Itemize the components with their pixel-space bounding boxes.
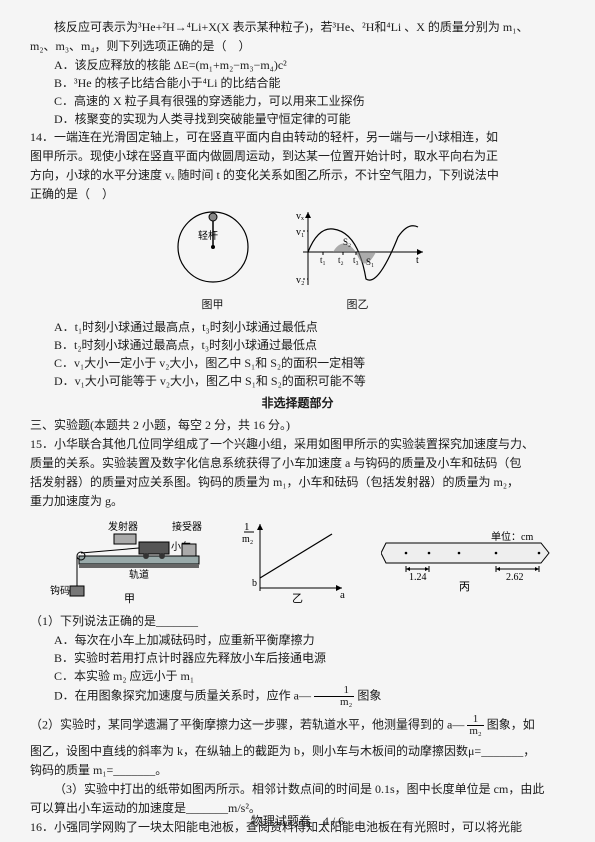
svg-text:丙: 丙 (459, 581, 470, 593)
svg-text:m₂: m₂ (242, 534, 253, 545)
q14-stem1: 14．一端连在光滑固定轴上，可在竖直平面内自由转动的轻杆，另一端与一小球相连，如 (30, 128, 565, 146)
svg-text:单位：cm: 单位：cm (491, 530, 533, 543)
q15-optB: B．实验时若用打点计时器应先释放小车后接通电源 (30, 649, 565, 667)
q15-sub2: （2）实验时，某同学遗漏了平衡摩擦力这一步骤，若轨道水平，他测量得到的 a— 1… (30, 714, 565, 737)
q15-stem1: 15．小华联合其他几位同学组成了一个兴趣小组，采用如图甲所示的实验装置探究加速度… (30, 435, 565, 453)
svg-text:乙: 乙 (292, 592, 303, 605)
q15-sub2c: 钩码的质量 m₁=_______。 (30, 761, 565, 779)
figure-jia: 轻杆 (168, 207, 258, 292)
q14-figures: 轻杆 图甲 vₓ t v₁ v₂ S₂ S₁ (30, 207, 565, 314)
svg-text:a: a (340, 589, 345, 601)
q14-stem2: 图甲所示。现使小球在竖直平面内做圆周运动，到达某一位置开始计时，取水平向右为正 (30, 147, 565, 165)
svg-text:甲: 甲 (124, 593, 135, 605)
part2-heading: 三、实验题(本题共 2 小题，每空 2 分，共 16 分。) (30, 416, 565, 434)
q14-stem3: 方向，小球的水平分速度 vₓ 随时间 t 的变化关系如图乙所示，不计空气阻力，下… (30, 166, 565, 184)
q13-optB: B．³He 的核子比结合能小于⁴Li 的比结合能 (30, 74, 565, 92)
q15-optD: D．在用图象探究加速度与质量关系时，应作 a— 1m₂ 图象 (30, 685, 565, 708)
fraction-1-m2: 1m₂ (314, 685, 354, 708)
q13-stem2: m₂、m₃、m₄，则下列选项正确的是（ ） (30, 37, 565, 55)
svg-text:2.62: 2.62 (506, 572, 524, 583)
svg-text:t₃: t₃ (353, 255, 359, 265)
svg-text:v₂: v₂ (296, 275, 305, 286)
page-content: 核反应可表示为³He+²H→⁴Li+X(X 表示某种粒子)，若³He、²H和⁴L… (30, 18, 565, 836)
q15-optA: A．每次在小车上加减砝码时，应重新平衡摩擦力 (30, 631, 565, 649)
q15-optC: C．本实验 m₂ 应远小于 m₁ (30, 667, 565, 685)
figure-yi-wrap: vₓ t v₁ v₂ S₂ S₁ t₁ t₂ t₃ (288, 207, 428, 314)
q14-optC: C．v₁大小一定小于 v₂大小，图乙中 S₁和 S₂的面积一定相等 (30, 354, 565, 372)
q13-optC: C．高速的 X 粒子具有很强的穿透能力，可以用来工业探伤 (30, 92, 565, 110)
q13-optD: D．核聚变的实现为人类寻找到突破能量守恒定律的可能 (30, 110, 565, 128)
figure-apparatus: 轨道 小车 发射器 接受器 钩码 甲 (44, 516, 214, 606)
q15-sub2b: 图乙，设图中直线的斜率为 k，在纵轴上的截距为 b，则小车与木板间的动摩擦因数μ… (30, 742, 565, 760)
q15-figures: 轨道 小车 发射器 接受器 钩码 甲 1 (30, 516, 565, 606)
q15-stem3: 括发射器）的质量对应关系图。钩码的质量为 m₁，小车和砝码（包括发射器）的质量为… (30, 473, 565, 491)
rod-label: 轻杆 (198, 229, 218, 242)
q15-sub2-pre: （2）实验时，某同学遗漏了平衡摩擦力这一步骤，若轨道水平，他测量得到的 a— (30, 717, 467, 731)
fraction-1-m2-b: 1m₂ (467, 714, 483, 737)
q15-sub1: （1）下列说法正确的是_______ (30, 612, 565, 630)
svg-text:v₁: v₁ (296, 227, 305, 238)
figure-jia-wrap: 轻杆 图甲 (168, 207, 258, 314)
svg-text:vₓ: vₓ (296, 211, 304, 222)
q15-sub2-post: 图象，如 (487, 717, 535, 731)
q14-stem4: 正确的是（ ） (30, 185, 565, 203)
q14-optB: B．t₂时刻小球通过最高点，t₃时刻小球通过最低点 (30, 336, 565, 354)
svg-text:钩码: 钩码 (50, 585, 70, 597)
svg-text:1: 1 (244, 521, 250, 533)
q14-optD: D．v₁大小可能等于 v₂大小，图乙中 S₁和 S₂的面积可能不等 (30, 372, 565, 390)
q13-optA: A．该反应释放的核能 ΔE=(m₁+m₂−m₃−m₄)c² (30, 56, 565, 74)
svg-text:t: t (416, 255, 419, 266)
figure-tape: 单位：cm 1.24 2.62 丙 (381, 528, 551, 593)
svg-text:发射器: 发射器 (108, 520, 138, 533)
figure-yi: vₓ t v₁ v₂ S₂ S₁ t₁ t₂ t₃ (288, 207, 428, 292)
caption-jia: 图甲 (168, 297, 258, 314)
q15-sub3a: （3）实验中打出的纸带如图丙所示。相邻计数点间的时间是 0.1s，图中长度单位是… (30, 780, 565, 798)
q13-stem1: 核反应可表示为³He+²H→⁴Li+X(X 表示某种粒子)，若³He、²H和⁴L… (30, 18, 565, 36)
svg-text:b: b (252, 578, 257, 589)
caption-yi: 图乙 (288, 297, 428, 314)
svg-text:t₂: t₂ (338, 255, 344, 265)
part2-title: 非选择题部分 (30, 394, 565, 412)
svg-text:t₁: t₁ (320, 255, 326, 265)
page-footer: 物理试题卷 4 / 6 (0, 812, 595, 830)
q15-D-post: 图象 (357, 688, 381, 702)
q15-stem4: 重力加速度为 g。 (30, 492, 565, 510)
figure-graph: 1 m₂ a b 乙 (242, 516, 352, 606)
q15-stem2: 质量的关系。实验装置及数字化信息系统获得了小车加速度 a 与钩码的质量及小车和砝… (30, 454, 565, 472)
svg-text:接受器: 接受器 (172, 520, 202, 533)
q15-D-pre: D．在用图象探究加速度与质量关系时，应作 a— (54, 688, 314, 702)
svg-text:1.24: 1.24 (409, 572, 427, 583)
svg-text:S₁: S₁ (366, 257, 374, 267)
svg-text:S₂: S₂ (343, 237, 351, 247)
svg-text:轨道: 轨道 (129, 568, 149, 581)
q14-optA: A．t₁时刻小球通过最高点，t₃时刻小球通过最低点 (30, 318, 565, 336)
